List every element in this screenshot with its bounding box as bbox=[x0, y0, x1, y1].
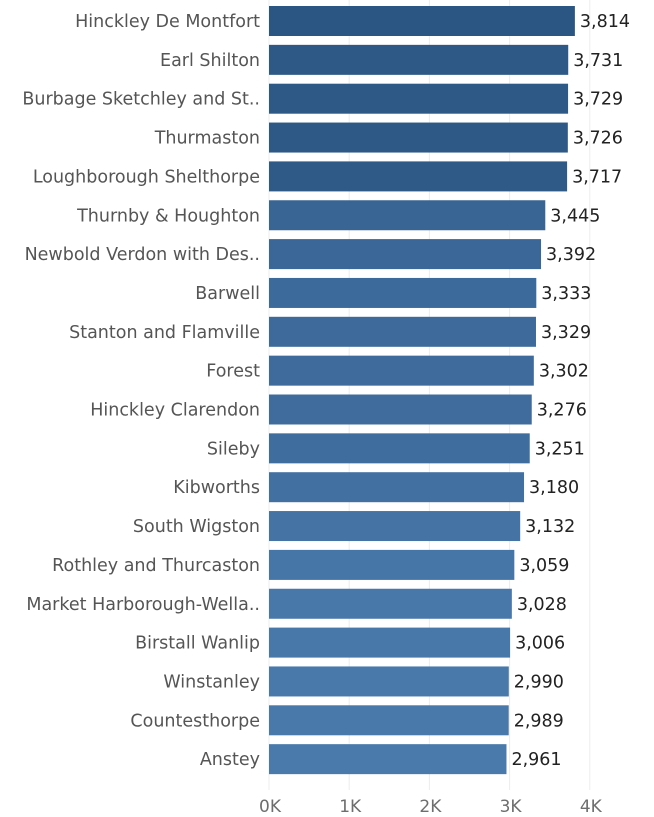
category-label: Stanton and Flamville bbox=[69, 323, 260, 343]
bar[interactable] bbox=[269, 472, 525, 503]
value-label: 3,006 bbox=[515, 634, 565, 654]
category-label: Burbage Sketchley and St.. bbox=[22, 90, 260, 110]
category-label: Earl Shilton bbox=[160, 51, 260, 71]
value-label: 3,132 bbox=[525, 517, 575, 537]
category-label: Anstey bbox=[200, 750, 260, 770]
category-label: Forest bbox=[206, 362, 260, 382]
category-label: South Wigston bbox=[133, 517, 260, 537]
value-label: 2,989 bbox=[514, 711, 564, 731]
category-label: Newbold Verdon with Des.. bbox=[25, 245, 260, 265]
bar[interactable] bbox=[269, 239, 542, 270]
value-label: 3,392 bbox=[546, 245, 596, 265]
category-label: Kibworths bbox=[173, 478, 260, 498]
bar[interactable] bbox=[269, 161, 568, 192]
bar[interactable] bbox=[269, 627, 511, 658]
value-label: 3,028 bbox=[517, 595, 567, 615]
bar[interactable] bbox=[269, 666, 509, 697]
category-label: Loughborough Shelthorpe bbox=[33, 167, 260, 187]
value-label: 3,333 bbox=[541, 284, 591, 304]
category-label: Barwell bbox=[195, 284, 260, 304]
value-label: 3,251 bbox=[535, 439, 585, 459]
x-tick-label: 0K bbox=[259, 797, 282, 817]
category-label: Hinckley De Montfort bbox=[75, 12, 260, 32]
bar[interactable] bbox=[269, 394, 532, 425]
bar[interactable] bbox=[269, 433, 530, 464]
bars bbox=[269, 6, 575, 775]
category-labels: Hinckley De Montfort Earl Shilton Burbage … bbox=[22, 12, 260, 770]
value-label: 3,717 bbox=[572, 167, 622, 187]
bar[interactable] bbox=[269, 705, 509, 736]
value-label: 3,814 bbox=[580, 12, 630, 32]
category-label: Winstanley bbox=[163, 672, 260, 692]
bar[interactable] bbox=[269, 355, 534, 386]
bar[interactable] bbox=[269, 588, 512, 619]
category-label: Birstall Wanlip bbox=[135, 634, 260, 654]
bar[interactable] bbox=[269, 549, 515, 580]
category-label: Thurmaston bbox=[154, 129, 260, 149]
value-label: 3,445 bbox=[550, 206, 600, 226]
category-label: Thurnby & Houghton bbox=[76, 206, 260, 226]
value-label: 3,302 bbox=[539, 362, 589, 382]
x-tick-label: 4K bbox=[580, 797, 603, 817]
bar[interactable] bbox=[269, 277, 537, 308]
value-label: 2,961 bbox=[511, 750, 561, 770]
value-label: 3,276 bbox=[537, 401, 587, 421]
bar[interactable] bbox=[269, 6, 575, 36]
x-axis-ticks: 0K 1K 2K 3K 4K bbox=[259, 797, 603, 817]
category-label: Hinckley Clarendon bbox=[90, 401, 260, 421]
value-label: 3,726 bbox=[573, 129, 623, 149]
category-label: Rothley and Thurcaston bbox=[52, 556, 260, 576]
value-label: 3,180 bbox=[529, 478, 579, 498]
value-labels: 3,814 3,731 3,729 3,726 3,717 3,445 3,392 3,333… bbox=[511, 12, 630, 770]
value-label: 3,059 bbox=[519, 556, 569, 576]
bar[interactable] bbox=[269, 511, 521, 542]
category-label: Sileby bbox=[207, 439, 260, 459]
bar[interactable] bbox=[269, 44, 569, 75]
x-tick-label: 3K bbox=[500, 797, 523, 817]
value-label: 3,329 bbox=[541, 323, 591, 343]
bar[interactable] bbox=[269, 122, 568, 153]
x-tick-label: 1K bbox=[339, 797, 362, 817]
value-label: 2,990 bbox=[514, 672, 564, 692]
category-label: Countesthorpe bbox=[130, 711, 260, 731]
category-label: Market Harborough-Wella.. bbox=[26, 595, 260, 615]
bar[interactable] bbox=[269, 200, 546, 231]
bar[interactable] bbox=[269, 744, 507, 775]
bar[interactable] bbox=[269, 83, 569, 114]
x-tick-label: 2K bbox=[419, 797, 442, 817]
value-label: 3,729 bbox=[573, 90, 623, 110]
value-label: 3,731 bbox=[573, 51, 623, 71]
bar[interactable] bbox=[269, 316, 536, 347]
